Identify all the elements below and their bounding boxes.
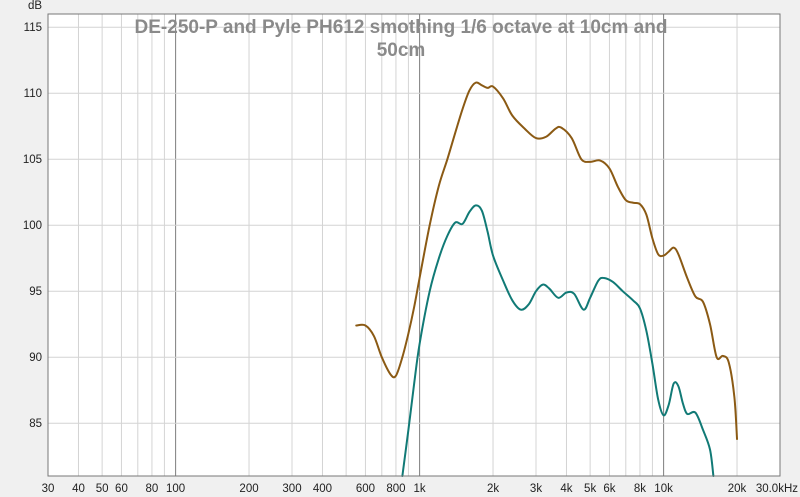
plot-area bbox=[48, 14, 780, 476]
x-tick-label: 600 bbox=[356, 483, 375, 495]
x-tick-label: 1k bbox=[414, 483, 426, 495]
x-tick-label: 40 bbox=[72, 483, 85, 495]
chart-title-line-1: DE-250-P and Pyle PH612 smothing 1/6 oct… bbox=[135, 17, 668, 38]
x-tick-label: 50 bbox=[96, 483, 109, 495]
y-tick-label: 90 bbox=[29, 352, 42, 364]
x-tick-label: 100 bbox=[166, 483, 185, 495]
x-tick-label: 5k bbox=[584, 483, 596, 495]
x-tick-label: 400 bbox=[313, 483, 332, 495]
x-tick-label: 6k bbox=[603, 483, 615, 495]
y-tick-label: 100 bbox=[23, 220, 42, 232]
x-tick-label: 20k bbox=[728, 483, 747, 495]
y-tick-label: 95 bbox=[29, 286, 42, 298]
x-tick-label: 80 bbox=[146, 483, 159, 495]
x-tick-label: 3k bbox=[530, 483, 542, 495]
x-tick-label: 200 bbox=[239, 483, 258, 495]
grid-lines bbox=[47, 14, 781, 476]
x-tick-label: 800 bbox=[386, 483, 405, 495]
x-tick-labels: 30 40 50 60 80 100 200 300 400 600 800 1k 2k 3k 4k 5k 6k… bbox=[42, 483, 799, 495]
chart-title-line-2: 50cm bbox=[377, 40, 426, 61]
x-tick-label: 30.0kHz bbox=[756, 483, 798, 495]
y-tick-label: 85 bbox=[29, 418, 42, 430]
series-layer bbox=[355, 81, 739, 477]
series-line-lower bbox=[401, 204, 715, 477]
x-tick-label: 2k bbox=[487, 483, 499, 495]
x-tick-label: 30 bbox=[42, 483, 55, 495]
y-tick-labels: 85 90 95 100 105 110 115 bbox=[23, 22, 42, 430]
y-tick-label: 105 bbox=[23, 154, 42, 166]
x-tick-label: 60 bbox=[115, 483, 128, 495]
y-axis-unit-label: dB bbox=[28, 0, 42, 12]
x-tick-label: 8k bbox=[634, 483, 646, 495]
y-tick-label: 115 bbox=[24, 22, 42, 34]
y-tick-label: 110 bbox=[24, 88, 42, 100]
plot-border bbox=[47, 13, 781, 477]
x-tick-label: 300 bbox=[282, 483, 301, 495]
series-line-upper bbox=[355, 81, 739, 441]
x-tick-label: 10k bbox=[654, 483, 673, 495]
x-tick-label: 4k bbox=[560, 483, 572, 495]
